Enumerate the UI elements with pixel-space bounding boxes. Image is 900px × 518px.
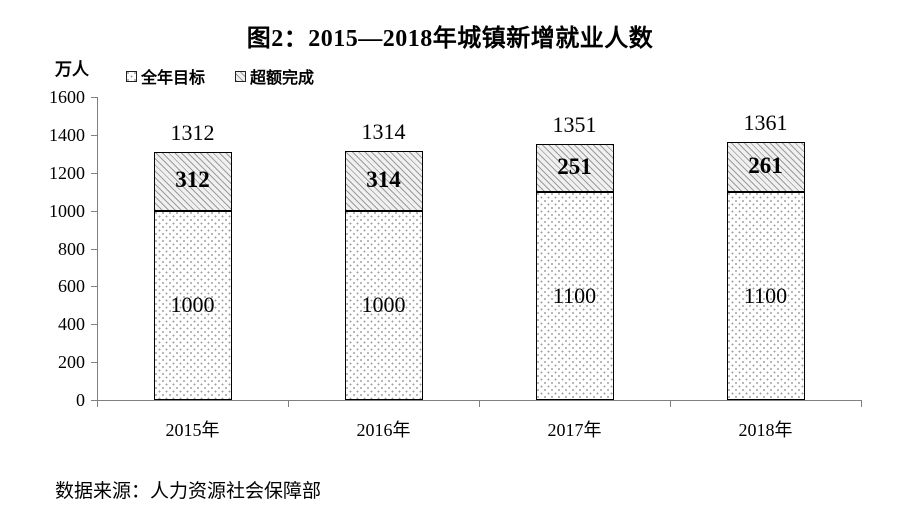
bar-segment-overfulfilled: 312 [153, 151, 232, 211]
y-tick-label: 600 [58, 276, 85, 297]
hatched-swatch-icon [235, 70, 247, 82]
total-value-label: 1351 [552, 112, 597, 138]
bar-segment-overfulfilled: 314 [344, 151, 423, 211]
x-tick-mark [288, 401, 289, 407]
bar-segment-target: 1100 [726, 191, 805, 400]
y-tick-label: 200 [58, 352, 85, 373]
y-tick-label: 1200 [49, 162, 85, 183]
y-tick-label: 0 [76, 390, 85, 410]
y-tick-mark [91, 97, 97, 98]
x-axis-line [97, 400, 862, 401]
x-category-label: 2018年 [738, 420, 793, 440]
y-tick-mark [91, 400, 97, 401]
legend-item-target: 全年目标 [126, 64, 205, 88]
x-tick-mark [861, 401, 862, 407]
y-axis-line [97, 97, 98, 400]
dotted-swatch-icon [126, 70, 137, 82]
target-value-label: 1000 [170, 292, 215, 318]
legend-label: 全年目标 [141, 70, 206, 87]
total-value-label: 1314 [361, 119, 406, 145]
y-tick-mark [91, 286, 97, 288]
total-value-label: 1361 [743, 110, 788, 136]
y-tick-label: 400 [58, 314, 85, 335]
total-value-label: 1312 [170, 119, 215, 145]
source-note: 数据来源：人力资源社会保障部 [55, 481, 322, 502]
x-category-label: 2017年 [547, 420, 602, 440]
y-tick-mark [91, 324, 97, 326]
target-value-label: 1000 [361, 292, 406, 318]
overfulfilled-value-label: 314 [366, 166, 401, 192]
overfulfilled-value-label: 261 [748, 152, 783, 178]
y-tick-label: 1000 [49, 200, 85, 221]
y-axis-unit-label: 万人 [55, 60, 89, 79]
x-tick-mark [97, 401, 98, 407]
y-tick-label: 1400 [49, 124, 85, 145]
y-tick-mark [91, 172, 97, 174]
legend-item-overfulfilled: 超额完成 [235, 64, 314, 88]
y-tick-label: 800 [58, 238, 85, 259]
x-tick-mark [670, 401, 671, 407]
y-tick-mark [91, 210, 97, 212]
bar-segment-overfulfilled: 251 [535, 144, 614, 192]
y-tick-mark [91, 134, 97, 136]
y-tick-mark [91, 248, 97, 250]
x-category-label: 2015年 [165, 420, 220, 440]
target-value-label: 1100 [743, 282, 788, 308]
chart-title: 图2：2015—2018年城镇新增就业人数 [246, 26, 654, 52]
bar-segment-target: 1100 [535, 191, 614, 400]
bar-segment-target: 1000 [153, 210, 232, 400]
legend-label: 超额完成 [250, 70, 315, 87]
overfulfilled-value-label: 312 [175, 167, 210, 193]
bar-segment-overfulfilled: 261 [726, 142, 805, 192]
x-category-label: 2016年 [356, 420, 411, 440]
y-tick-mark [91, 362, 97, 364]
bar-segment-target: 1000 [344, 210, 423, 400]
target-value-label: 1100 [552, 282, 597, 308]
x-tick-mark [479, 401, 480, 407]
y-tick-label: 1600 [49, 87, 85, 107]
legend: 全年目标 超额完成 [126, 64, 314, 88]
overfulfilled-value-label: 251 [557, 153, 592, 179]
